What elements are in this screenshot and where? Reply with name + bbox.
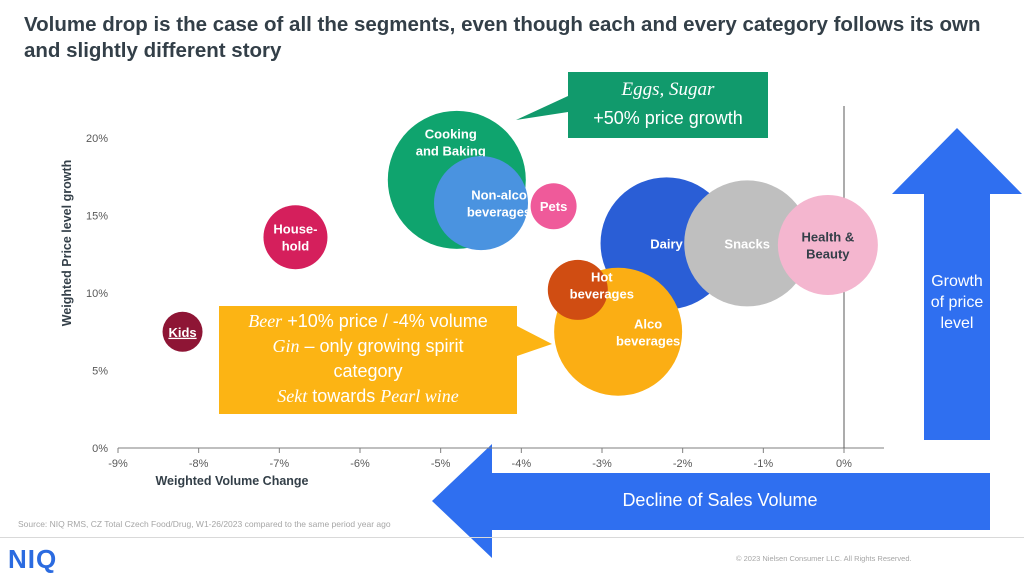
up-arrow-label: Growth of price level [922,271,992,334]
bubbles-layer: Cooking and Baking Non-alco beverages Pets Ho… [162,110,878,396]
callout-green-line2: +50% price growth [593,108,743,128]
bubble-label: hold [282,239,309,254]
x-tick-label: -8% [189,458,209,470]
up-arrow [892,128,1022,440]
bubble-label: Cooking [425,126,477,141]
x-tick-label: -4% [512,458,532,470]
bubble-non-alco-beverages [434,156,528,251]
callout-green: Eggs, Sugar +50% price growth [570,78,766,130]
bubble-hot-beverages [547,259,608,320]
bubble-label: House- [273,222,317,237]
copyright: © 2023 Nielsen Consumer LLC. All Rights … [736,554,912,563]
y-tick-label: 15% [86,211,108,223]
callout-yellow-gin: Gin – only growing spirit [221,334,515,359]
bubble-house-hold [263,205,328,270]
bubble-label: beverages [570,286,634,301]
niq-logo: NIQ [8,544,58,574]
bubble-label: Health & [801,229,854,244]
gin-label: Gin [272,336,300,356]
footer-divider [0,537,1024,538]
y-tick-label: 10% [86,288,108,300]
bubble-label: beverages [616,333,680,348]
callout-green-box [568,72,768,138]
callout-green-pointer [516,96,568,120]
up-arrow-label-line2: of price [930,294,984,311]
bubble-label: Dairy [650,236,683,251]
bubble-label: Kids [168,325,196,340]
x-tick-label: -3% [592,458,612,470]
bubble-snacks [684,180,811,307]
left-arrow [432,444,990,558]
y-tick-label: 20% [86,133,108,145]
bubble-label: beverages [467,205,531,220]
source-note: Source: NIQ RMS, CZ Total Czech Food/Dru… [18,519,391,529]
x-tick-label: 0% [836,458,852,470]
arrows-layer [432,128,1022,558]
x-tick-label: -9% [108,458,128,470]
x-axis-label: Weighted Volume Change [155,474,308,488]
pearl-wine-label: Pearl wine [380,386,459,406]
left-arrow-label: Decline of Sales Volume [622,490,818,510]
up-arrow-label-line1: Growth [931,273,983,290]
sekt-label: Sekt [277,386,308,406]
callout-yellow-sekt: Sekt towards Pearl wine [221,384,515,409]
bubble-label: Non-alco [471,188,527,203]
callout-yellow-pointer [517,326,552,356]
bubble-pets [530,183,577,230]
bubble-label: Alco [634,316,662,331]
callout-shapes [219,72,768,414]
y-tick-label: 0% [92,443,108,455]
y-axis-label: Weighted Price level growth [60,160,74,326]
x-tick-label: -7% [270,458,290,470]
beer-text: +10% price / -4% volume [282,311,488,331]
bubble-label: and Baking [416,143,486,158]
bubble-kids [162,311,203,352]
axes-layer: -9% -8% -7% -6% -5% -4% -3% -2% -1% 0% 0% 5% 10% 15% 2… [60,106,884,488]
callout-green-line1: Eggs, Sugar [621,79,715,100]
x-tick-label: -5% [431,458,451,470]
beer-label: Beer [248,311,283,331]
page-title: Volume drop is the case of all the segme… [24,13,981,62]
callout-yellow-gin-line2: category [333,361,403,381]
gin-text: – only growing spirit [299,336,464,356]
bubble-label: Snacks [724,236,770,251]
bubble-label: Hot [591,269,613,284]
x-tick-label: -6% [350,458,370,470]
bubble-label: Beauty [806,246,850,261]
bubble-health-beauty [777,194,878,295]
callout-yellow-box [219,306,517,414]
callout-yellow: Beer +10% price / -4% volume Gin – only … [221,309,515,409]
callout-yellow-beer: Beer +10% price / -4% volume [221,309,515,334]
x-tick-label: -1% [754,458,774,470]
y-tick-label: 5% [92,366,108,378]
bubble-label: Pets [540,199,567,214]
up-arrow-label-line3: level [940,315,974,332]
x-tick-label: -2% [673,458,693,470]
sekt-text: towards [307,386,381,406]
